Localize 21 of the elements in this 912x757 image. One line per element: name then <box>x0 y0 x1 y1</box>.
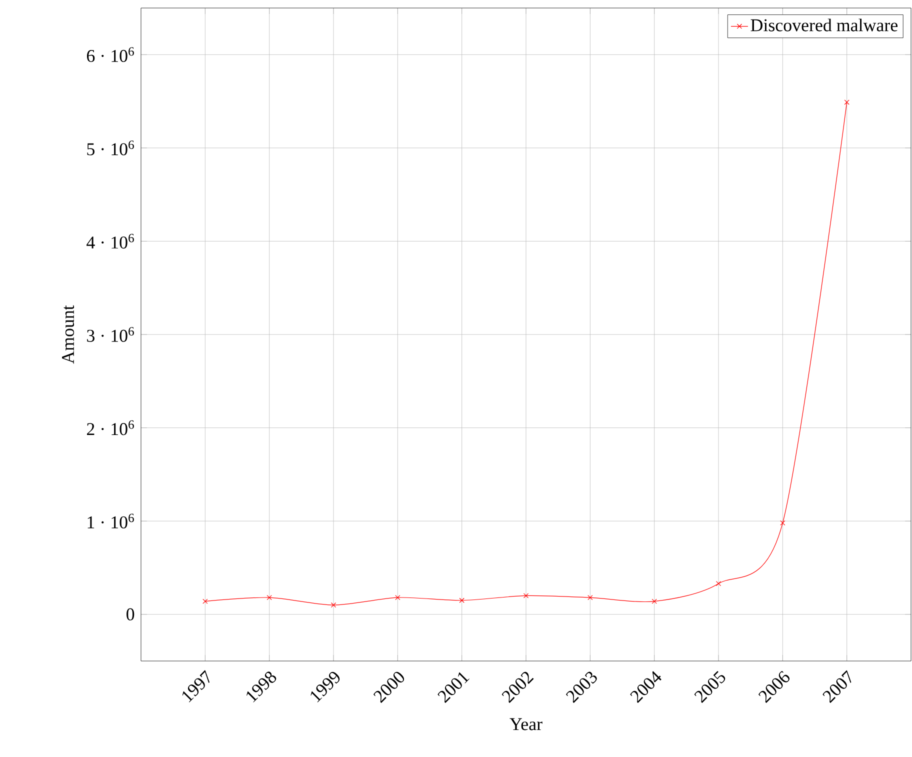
point <box>588 595 593 600</box>
point <box>459 598 464 603</box>
point <box>523 593 529 598</box>
x-axis-title: Year <box>510 718 542 730</box>
y-axis-title: Amount <box>62 305 74 364</box>
legend-label: Discovered malware <box>750 18 898 32</box>
point <box>395 595 400 600</box>
point <box>716 581 722 586</box>
y-tick-label: 0 <box>126 608 134 620</box>
point <box>202 598 208 604</box>
y-tick-label: 5 · 10$^{6}$ <box>87 140 134 156</box>
y-tick-label: 4 · 10$^{6}$ <box>86 234 134 249</box>
y-tick-label: 6 · 10$^{6}$ <box>86 47 134 62</box>
point <box>844 100 850 105</box>
y-tick-label: 1 · 10$^{6}$ <box>88 514 134 528</box>
y-tick-label: 2 · 10$^{6}$ <box>86 420 134 436</box>
point <box>780 520 786 526</box>
point <box>266 595 272 600</box>
point <box>652 598 657 604</box>
y-tick-label: 3 · 10$^{6}$ <box>87 327 134 342</box>
point <box>330 602 336 608</box>
